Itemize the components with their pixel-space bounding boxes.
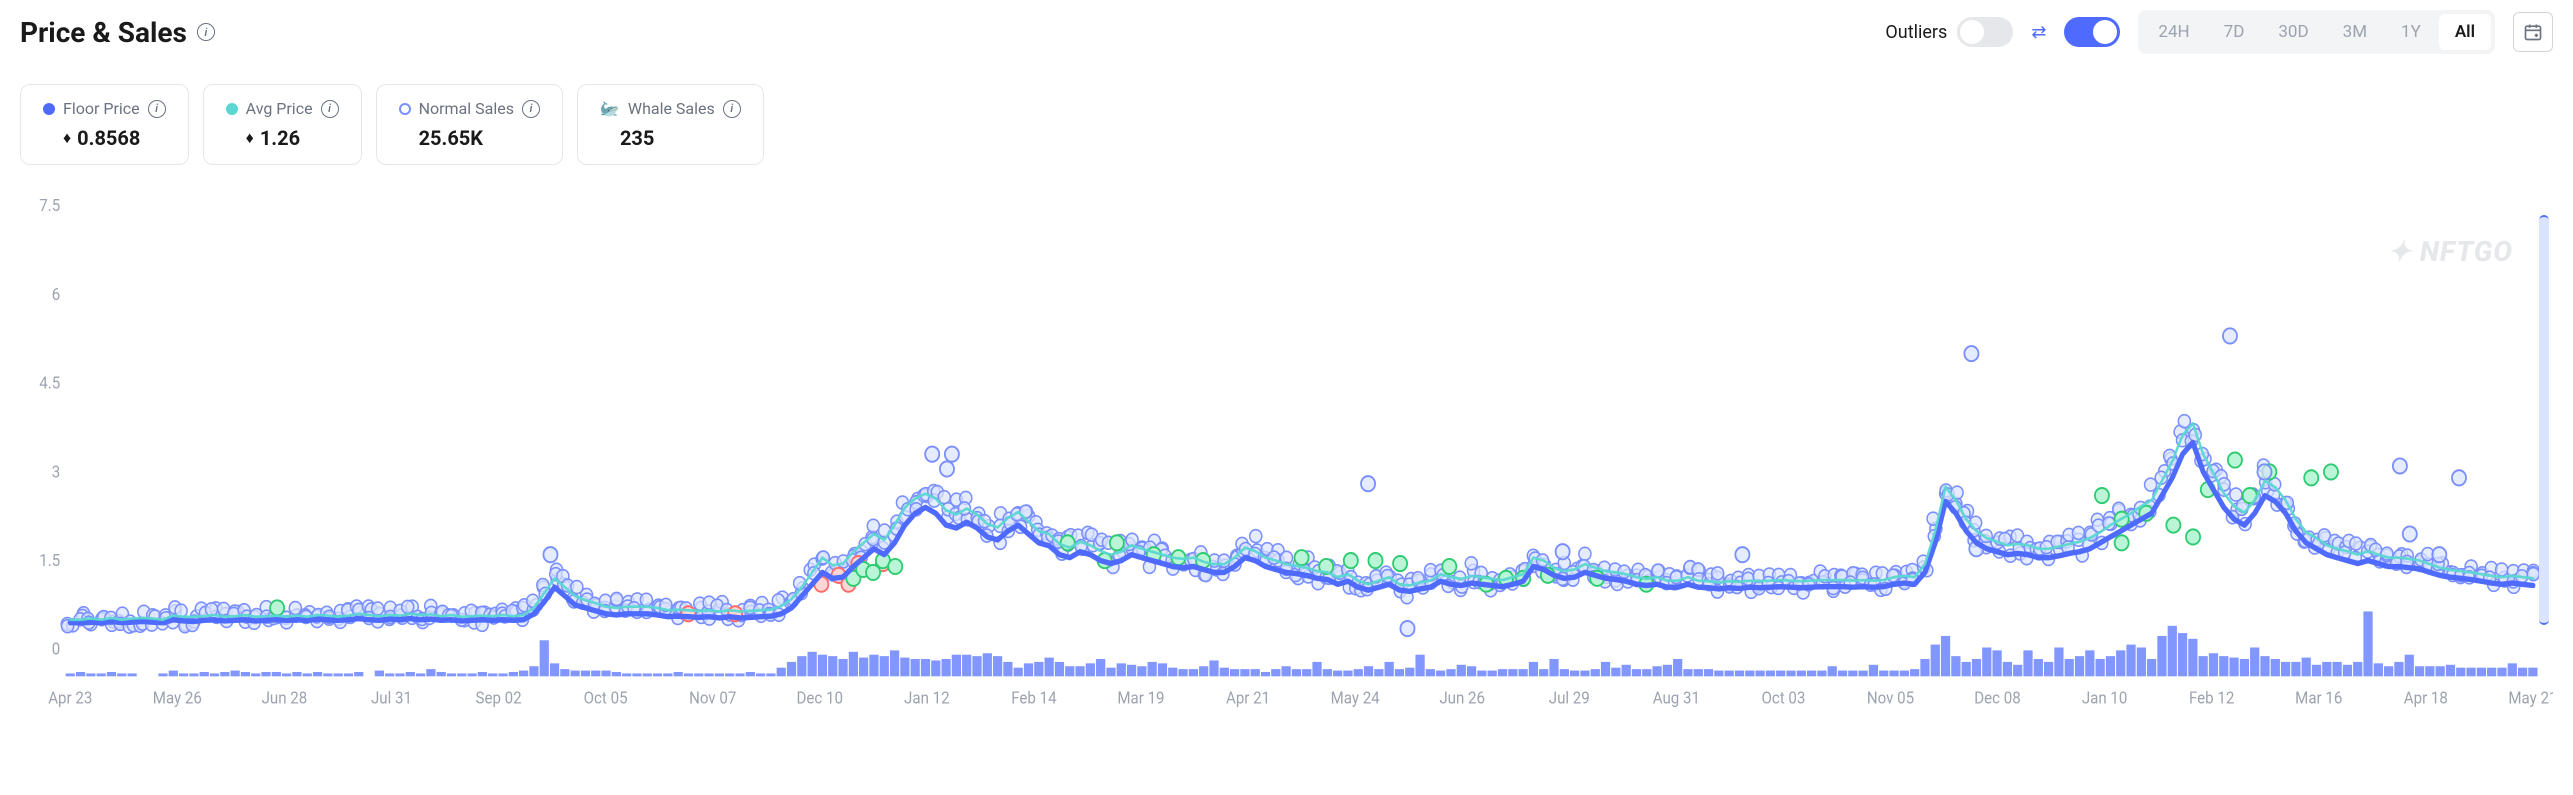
info-icon[interactable] (197, 23, 215, 41)
range-tabs: 24H7D30D3M1YAll (2138, 10, 2495, 54)
stat-value: 0.8568 (77, 126, 140, 150)
stat-card-avg[interactable]: Avg Price ♦ 1.26 (203, 84, 362, 165)
svg-text:Dec 10: Dec 10 (797, 688, 843, 708)
stat-card-whale[interactable]: 🐋 Whale Sales 235 (577, 84, 764, 165)
svg-text:May 21: May 21 (2508, 688, 2553, 708)
stat-value: 1.26 (260, 126, 300, 150)
svg-text:Nov 07: Nov 07 (689, 688, 736, 708)
svg-text:Nov 05: Nov 05 (1867, 688, 1914, 708)
svg-text:Mar 16: Mar 16 (2295, 688, 2342, 708)
svg-text:0: 0 (52, 639, 60, 659)
range-tab-1y[interactable]: 1Y (2385, 14, 2437, 50)
svg-text:Dec 08: Dec 08 (1974, 688, 2020, 708)
svg-text:1.5: 1.5 (39, 550, 60, 570)
range-tab-30d[interactable]: 30D (2262, 14, 2324, 50)
ring-icon (399, 103, 411, 115)
svg-text:Apr 23: Apr 23 (48, 688, 92, 708)
chart-container: ✦ NFTGO 0 1.5 3 4.5 6 7.5 Apr 23 May 26 Jun 28 Ju… (20, 195, 2553, 725)
range-tab-7d[interactable]: 7D (2208, 14, 2261, 50)
compare-icon: ⇄ (2031, 22, 2046, 43)
calendar-icon (2523, 22, 2543, 42)
stat-label: Whale Sales (628, 99, 715, 118)
y-range-slider[interactable] (2539, 215, 2549, 625)
price-sales-chart[interactable]: 0 1.5 3 4.5 6 7.5 Apr 23 May 26 Jun 28 Jul 31 Sep … (20, 195, 2553, 725)
range-tab-24h[interactable]: 24H (2142, 14, 2205, 50)
svg-text:Oct 05: Oct 05 (584, 688, 628, 708)
svg-text:Apr 18: Apr 18 (2404, 688, 2448, 708)
svg-text:Jun 28: Jun 28 (262, 688, 308, 708)
svg-text:Oct 03: Oct 03 (1761, 688, 1805, 708)
svg-text:May 26: May 26 (153, 688, 202, 708)
dot-icon (226, 103, 238, 115)
svg-text:Jun 26: Jun 26 (1439, 688, 1485, 708)
stat-value: 25.65K (419, 126, 483, 150)
info-icon[interactable] (321, 100, 339, 118)
range-tab-all[interactable]: All (2439, 14, 2491, 50)
svg-text:Apr 21: Apr 21 (1226, 688, 1270, 708)
stat-card-normal[interactable]: Normal Sales 25.65K (376, 84, 563, 165)
svg-text:Feb 12: Feb 12 (2189, 688, 2235, 708)
outliers-toggle[interactable] (1957, 17, 2013, 47)
stat-value: 235 (620, 126, 654, 150)
whale-icon: 🐋 (600, 99, 620, 118)
calendar-button[interactable] (2513, 12, 2553, 52)
stat-label: Floor Price (63, 99, 140, 118)
svg-text:Jan 10: Jan 10 (2082, 688, 2128, 708)
stat-label: Avg Price (246, 99, 313, 118)
svg-text:7.5: 7.5 (39, 196, 60, 216)
range-tab-3m[interactable]: 3M (2327, 14, 2383, 50)
page-title: Price & Sales (20, 16, 187, 49)
svg-text:4.5: 4.5 (39, 373, 60, 393)
watermark: ✦ NFTGO (2388, 235, 2514, 268)
info-icon[interactable] (148, 100, 166, 118)
eth-icon: ♦ (63, 128, 71, 148)
svg-text:Sep 02: Sep 02 (475, 688, 521, 708)
stat-card-floor[interactable]: Floor Price ♦ 0.8568 (20, 84, 189, 165)
svg-text:Feb 14: Feb 14 (1011, 688, 1057, 708)
svg-text:Jul 31: Jul 31 (371, 688, 412, 708)
svg-text:Mar 19: Mar 19 (1117, 688, 1164, 708)
svg-text:Aug 31: Aug 31 (1653, 688, 1700, 708)
outliers-label: Outliers (1885, 22, 1947, 43)
info-icon[interactable] (522, 100, 540, 118)
svg-text:Jul 29: Jul 29 (1549, 688, 1590, 708)
svg-text:Jan 12: Jan 12 (904, 688, 950, 708)
eth-icon: ♦ (246, 128, 254, 148)
stat-label: Normal Sales (419, 99, 514, 118)
svg-text:May 24: May 24 (1331, 688, 1380, 708)
dot-icon (43, 103, 55, 115)
svg-text:6: 6 (52, 284, 61, 304)
compare-toggle[interactable] (2064, 17, 2120, 47)
info-icon[interactable] (723, 100, 741, 118)
svg-text:3: 3 (52, 462, 60, 482)
